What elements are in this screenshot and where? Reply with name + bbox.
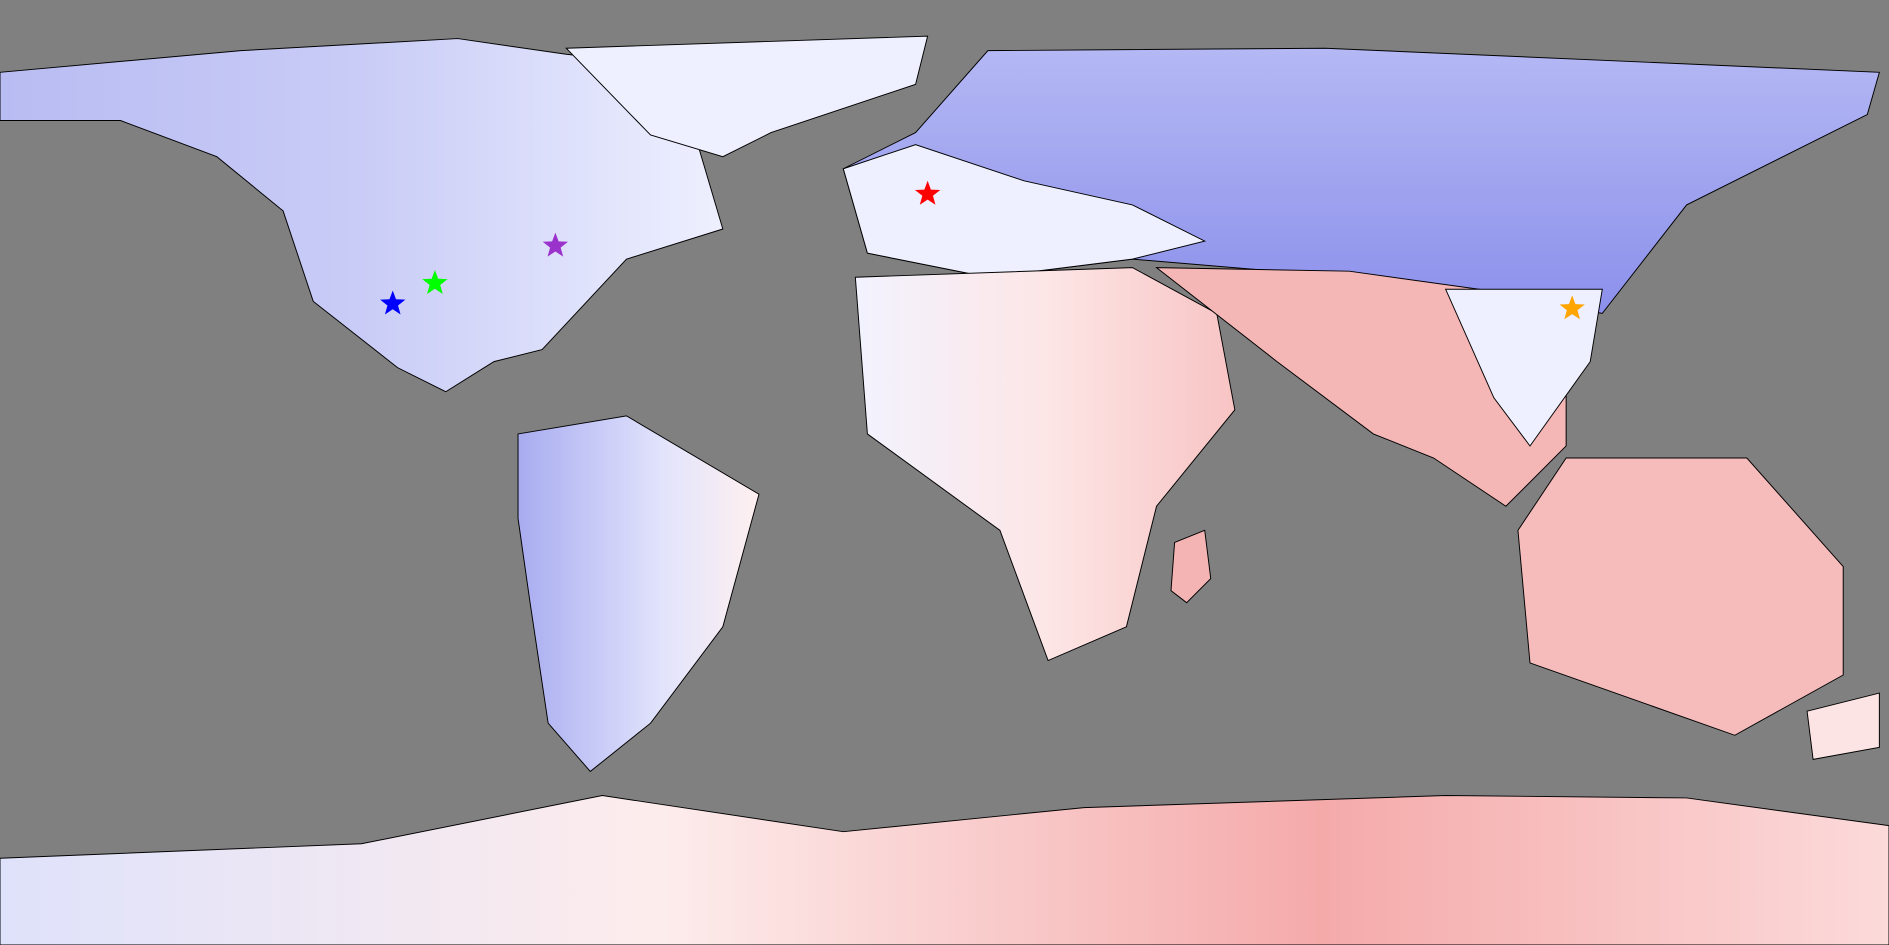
location-marker	[422, 270, 448, 294]
africa	[854, 267, 1236, 662]
madagascar	[1170, 529, 1212, 604]
south-america	[517, 415, 760, 773]
antarctica	[0, 795, 1889, 945]
europe-south	[842, 144, 1207, 278]
new-zealand	[1806, 692, 1880, 760]
location-marker	[542, 232, 569, 257]
australia	[1517, 457, 1844, 736]
markers	[380, 180, 1585, 320]
location-marker	[380, 290, 406, 315]
location-marker	[1559, 295, 1585, 320]
greenland	[565, 35, 929, 158]
east-asia	[1444, 288, 1603, 447]
location-marker	[914, 180, 941, 205]
north-america	[0, 38, 724, 393]
